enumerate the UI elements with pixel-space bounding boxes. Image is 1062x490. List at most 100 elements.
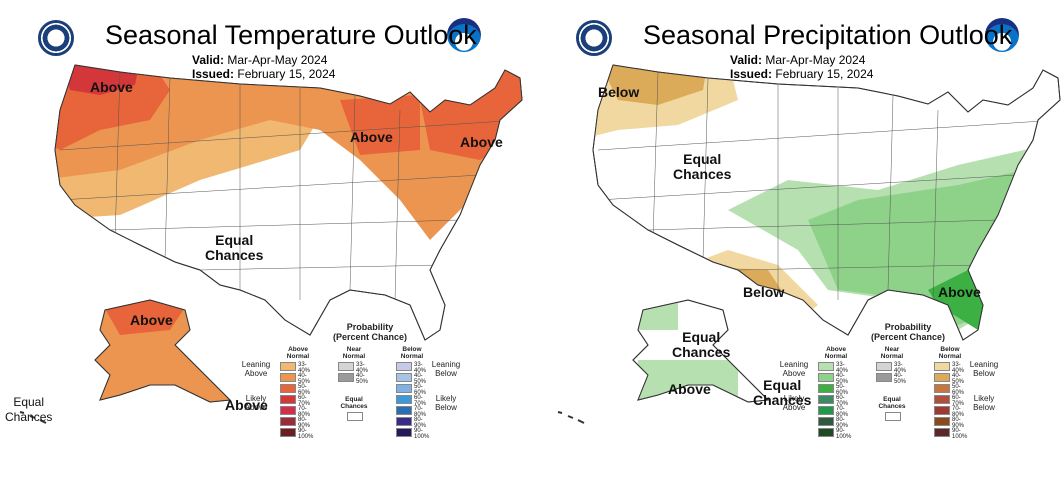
- legend-range-above-1: 40-50%: [298, 373, 311, 385]
- legend-col-below: Below Normal: [938, 346, 962, 360]
- leaning-above-label: Leaning Above: [779, 360, 809, 378]
- doc-seal-logo: [38, 20, 74, 56]
- legend-swatch-below-6: [934, 428, 950, 437]
- legend-range-near-1: 40-50%: [894, 373, 907, 385]
- legend-range-below-2: 50-60%: [414, 384, 427, 396]
- doc-seal-logo: [576, 20, 612, 56]
- legend-range-above-1: 40-50%: [836, 373, 849, 385]
- alaska-above-50-60-region: [100, 300, 190, 335]
- legend-range-above-0: 33-40%: [836, 362, 849, 374]
- legend-swatch-above-0: [818, 362, 834, 371]
- legend-range-below-4: 70-80%: [952, 406, 965, 418]
- precipitation-outlook-panel: Seasonal Precipitation Outlook Valid: Ma…: [538, 0, 1062, 490]
- legend-range-below-6: 90-100%: [414, 428, 430, 440]
- legend-range-below-5: 80-90%: [414, 417, 427, 429]
- legend-range-below-1: 40-50%: [414, 373, 427, 385]
- map-label-above: Above: [225, 397, 268, 413]
- map-label-equal: Equal Chances: [672, 329, 731, 360]
- legend-swatch-near-1: [876, 373, 892, 382]
- legend-swatch-below-2: [934, 384, 950, 393]
- legend-range-below-0: 33-40%: [414, 362, 427, 374]
- legend-range-near-0: 33-40%: [894, 362, 907, 374]
- noaa-logo: [447, 18, 481, 52]
- legend-range-below-4: 70-80%: [414, 406, 427, 418]
- likely-above-label: Likely Above: [244, 394, 268, 412]
- legend-range-above-2: 50-60%: [298, 384, 311, 396]
- issued-line: Issued: February 15, 2024: [730, 67, 873, 81]
- legend-swatch-above-5: [818, 417, 834, 426]
- legend-range-above-4: 70-80%: [836, 406, 849, 418]
- likely-above-label: Likely Above: [782, 394, 806, 412]
- legend-swatch-above-5: [280, 417, 296, 426]
- issued-date: February 15, 2024: [775, 67, 874, 81]
- legend-swatch-above-2: [280, 384, 296, 393]
- legend-swatch-near-1: [338, 373, 354, 382]
- state-borders: [59, 71, 521, 301]
- legend-swatch-below-0: [396, 362, 412, 371]
- legend-col-above: Above Normal: [286, 346, 310, 360]
- legend-range-above-3: 60-70%: [836, 395, 849, 407]
- legend-range-near-1: 40-50%: [356, 373, 369, 385]
- map-label-below: Below: [743, 284, 785, 300]
- legend-swatch-below-5: [396, 417, 412, 426]
- likely-below-label: Likely Below: [435, 394, 457, 412]
- legend-title: Probability (Percent Chance): [332, 322, 408, 342]
- issued-line: Issued: February 15, 2024: [192, 67, 335, 81]
- temperature-map: [19, 64, 523, 424]
- temperature-outlook-panel: Seasonal Temperature Outlook Valid: Mar-…: [0, 0, 530, 490]
- outlook-title: Seasonal Precipitation Outlook: [643, 20, 1013, 50]
- precipitation-map: [557, 64, 1061, 424]
- legend-swatch-below-1: [396, 373, 412, 382]
- legend-range-above-6: 90-100%: [298, 428, 314, 440]
- issued-label: Issued:: [192, 67, 235, 81]
- legend-range-near-0: 33-40%: [356, 362, 369, 374]
- legend-swatch-above-3: [280, 395, 296, 404]
- outlook-title: Seasonal Temperature Outlook: [105, 20, 477, 50]
- map-label-above: Above: [460, 134, 503, 150]
- legend-swatch-above-2: [818, 384, 834, 393]
- map-label-equal: Equal Chances: [753, 377, 812, 408]
- legend-swatch-above-1: [280, 373, 296, 382]
- map-label-above: Above: [90, 79, 133, 95]
- valid-line: Valid: Mar-Apr-May 2024: [192, 53, 327, 67]
- legend-col-below: Below Normal: [400, 346, 424, 360]
- map-label-equal: Equal Chances: [205, 232, 264, 263]
- legend-range-above-5: 80-90%: [298, 417, 311, 429]
- alaska-above-region-1: [633, 300, 678, 330]
- legend-swatch-below-5: [934, 417, 950, 426]
- legend-range-above-5: 80-90%: [836, 417, 849, 429]
- state-borders: [597, 71, 1059, 301]
- legend-swatch-near-0: [876, 362, 892, 371]
- legend-range-below-3: 60-70%: [952, 395, 965, 407]
- equal-chances-swatch: [347, 412, 363, 421]
- equal-chances-label: Equal Chances: [340, 396, 368, 410]
- legend-col-above: Above Normal: [824, 346, 848, 360]
- legend-swatch-near-0: [338, 362, 354, 371]
- legend-range-below-3: 60-70%: [414, 395, 427, 407]
- legend-swatch-above-4: [280, 406, 296, 415]
- legend-swatch-above-6: [818, 428, 834, 437]
- legend-swatch-above-3: [818, 395, 834, 404]
- legend-swatch-below-6: [396, 428, 412, 437]
- map-label-above: Above: [350, 129, 393, 145]
- legend-swatch-below-4: [396, 406, 412, 415]
- legend-swatch-below-3: [396, 395, 412, 404]
- legend-swatch-below-0: [934, 362, 950, 371]
- equal-chances-label: Equal Chances: [878, 396, 906, 410]
- hawaii-islands: [557, 411, 585, 424]
- leaning-below-label: Leaning Below: [431, 360, 461, 378]
- legend-swatch-above-0: [280, 362, 296, 371]
- legend-range-below-0: 33-40%: [952, 362, 965, 374]
- legend-range-below-6: 90-100%: [952, 428, 968, 440]
- leaning-above-label: Leaning Above: [241, 360, 271, 378]
- legend-swatch-below-4: [934, 406, 950, 415]
- map-label-above: Above: [668, 381, 711, 397]
- map-label-below: Below: [598, 84, 640, 100]
- valid-period: Mar-Apr-May 2024: [227, 53, 328, 67]
- legend-range-below-5: 80-90%: [952, 417, 965, 429]
- map-label-equal: Equal Chances: [673, 151, 732, 182]
- map-label-above: Above: [130, 312, 173, 328]
- valid-period: Mar-Apr-May 2024: [765, 53, 866, 67]
- noaa-logo: [985, 18, 1019, 52]
